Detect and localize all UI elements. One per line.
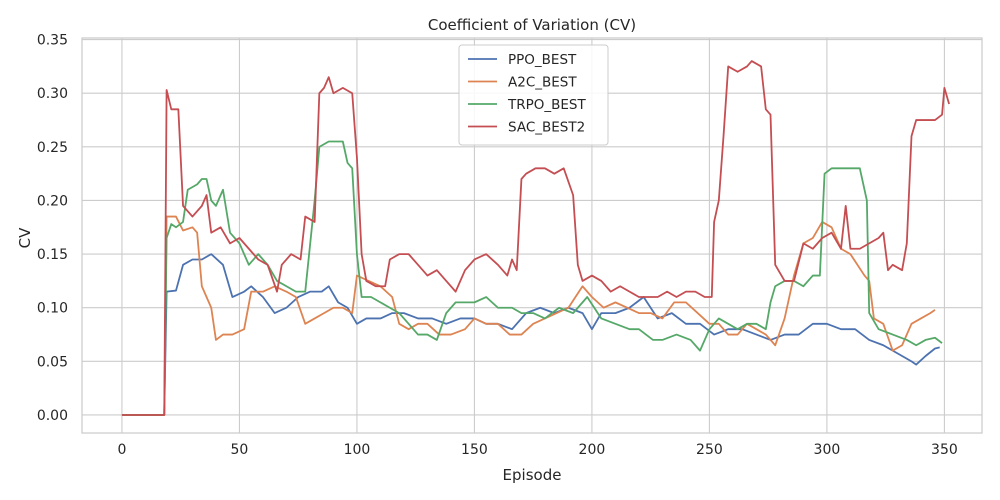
series-line-ppo-best [121,253,940,416]
x-tick-label: 150 [461,442,488,458]
x-tick-label: 350 [931,442,958,458]
y-tick-label: 0.35 [37,33,68,49]
x-tick-label: 250 [696,442,723,458]
series-line-trpo-best [121,140,943,416]
chart-title: Coefficient of Variation (CV) [428,16,636,34]
x-tick-label: 0 [117,442,126,458]
legend: PPO_BEST A2C_BEST TRPO_BEST SAC_BEST2 [458,44,609,146]
series-line-sac-best2 [121,60,950,416]
x-tick-label: 50 [231,442,249,458]
legend-box [458,44,609,146]
y-tick-label: 0.25 [37,140,68,156]
plot-frame [81,37,983,434]
series-line-a2c-best [121,215,936,416]
y-axis-title: CV [16,227,34,248]
y-tick-label: 0.30 [37,86,68,102]
x-axis-title: Episode [503,466,562,484]
y-tick-label: 0.15 [37,247,68,263]
legend-label-sac-best2: SAC_BEST2 [508,120,585,136]
legend-label-trpo-best: TRPO_BEST [507,97,587,113]
x-tick-label: 300 [814,442,841,458]
y-tick-label: 0.20 [37,193,68,209]
series-lines [121,60,950,416]
legend-label-a2c-best: A2C_BEST [508,75,577,91]
y-tick-label: 0.00 [37,408,68,424]
legend-label-ppo-best: PPO_BEST [508,52,577,68]
y-tick-label: 0.05 [37,354,68,370]
x-tick-label: 200 [579,442,606,458]
tick-labels: 0 50 100 150 200 250 300 350 0.00 0.05 0.10 0.15 0.2… [37,33,958,458]
x-tick-label: 100 [344,442,371,458]
y-tick-label: 0.10 [37,301,68,317]
